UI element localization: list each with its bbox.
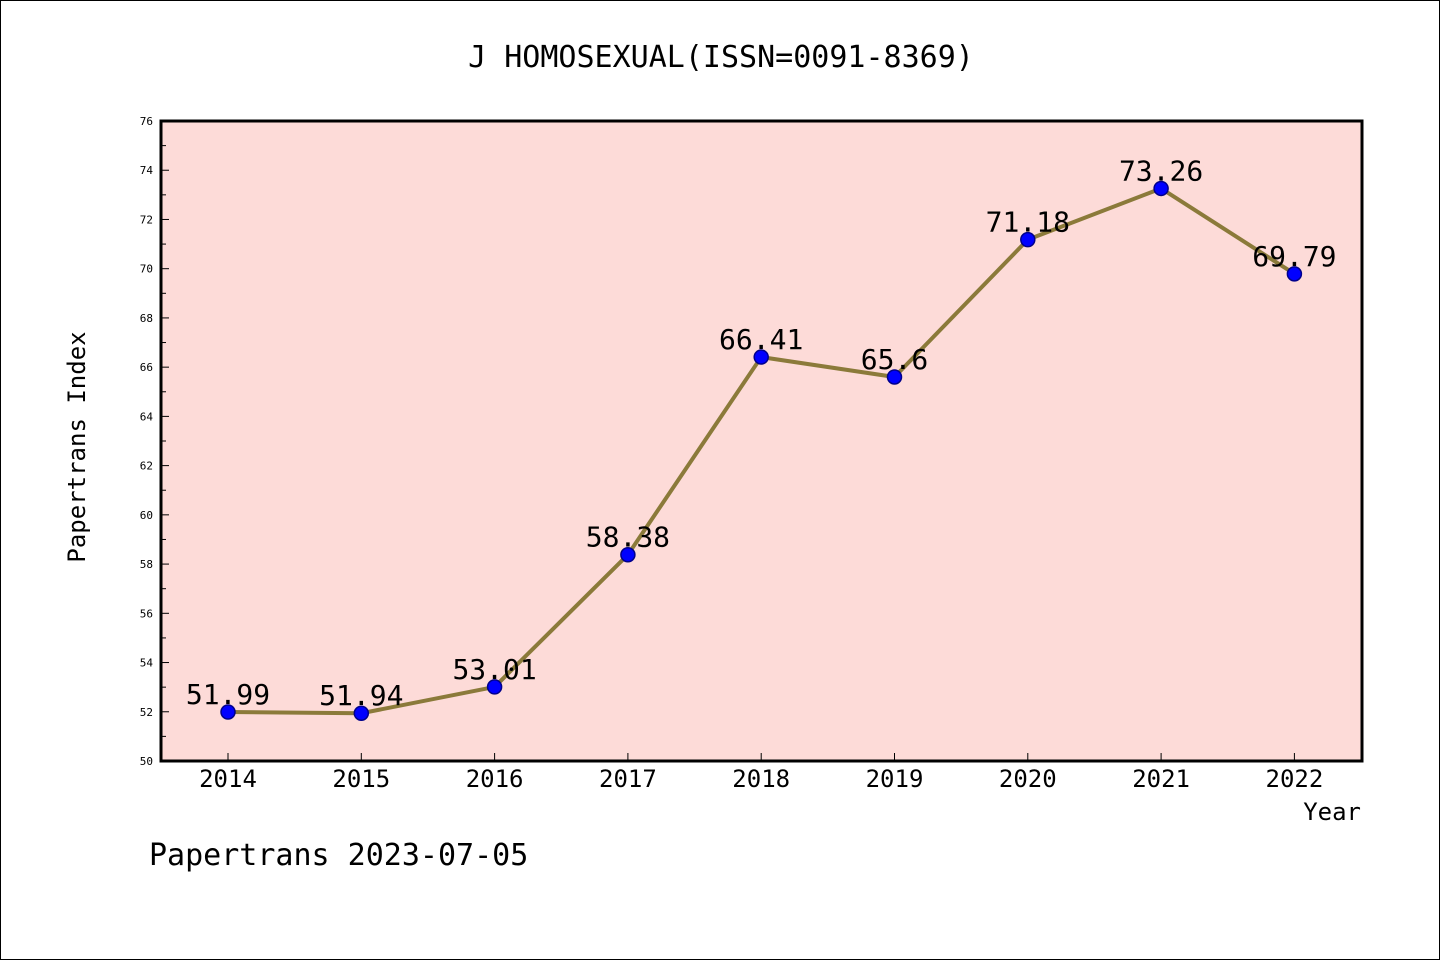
y-tick-label: 74 — [140, 164, 154, 177]
y-tick-label: 50 — [140, 755, 153, 768]
x-tick-label: 2021 — [1132, 765, 1190, 793]
y-tick-label: 58 — [140, 558, 153, 571]
data-label: 58.38 — [586, 521, 670, 554]
data-markers — [220, 180, 1303, 721]
plot-area — [161, 121, 1362, 761]
data-point — [1153, 180, 1169, 197]
data-label: 53.01 — [452, 653, 536, 686]
y-tick-label: 52 — [140, 706, 153, 719]
x-tick-label: 2022 — [1266, 765, 1324, 793]
data-label: 51.94 — [319, 679, 403, 712]
data-point — [220, 704, 236, 720]
data-label: 51.99 — [186, 678, 270, 711]
x-tick-label: 2020 — [999, 765, 1057, 793]
footer-watermark: Papertrans 2023-07-05 — [149, 838, 528, 873]
x-tick-label: 2014 — [199, 765, 257, 793]
x-tick-label: 2017 — [599, 765, 657, 793]
axis-ticks: 50 52 54 56 58 60 62 64 66 68 70 72 74 76 2014 2015 2016… — [140, 115, 1324, 793]
y-axis-label: Papertrans Index — [63, 331, 91, 562]
x-tick-label: 2018 — [732, 765, 790, 793]
y-tick-label: 64 — [140, 410, 154, 423]
x-tick-label: 2016 — [466, 765, 524, 793]
x-axis-label: Year — [1303, 798, 1361, 826]
data-labels: 51.99 51.94 53.01 58.38 66.41 65.6 71.18 73.26 6… — [186, 154, 1337, 712]
y-tick-label: 54 — [140, 657, 154, 670]
x-tick-label: 2015 — [332, 765, 390, 793]
y-tick-label: 60 — [140, 509, 153, 522]
y-tick-label: 70 — [140, 263, 153, 276]
data-label: 66.41 — [719, 323, 803, 356]
y-tick-label: 66 — [140, 361, 153, 374]
data-point — [1020, 231, 1036, 248]
data-point — [620, 546, 636, 563]
data-label: 69.79 — [1252, 240, 1336, 273]
data-label: 65.6 — [861, 343, 928, 376]
plot-border — [159, 119, 1364, 763]
y-tick-label: 72 — [140, 213, 153, 226]
y-tick-label: 68 — [140, 312, 153, 325]
y-tick-label: 76 — [140, 115, 153, 128]
x-tick-label: 2019 — [866, 765, 924, 793]
y-tick-label: 56 — [140, 607, 153, 620]
chart-title: J HOMOSEXUAL(ISSN=0091-8369) — [468, 40, 974, 75]
data-label: 71.18 — [986, 206, 1070, 239]
y-tick-label: 62 — [140, 460, 153, 473]
data-label: 73.26 — [1119, 154, 1203, 187]
data-point — [486, 679, 503, 695]
data-point — [753, 349, 769, 365]
data-point — [886, 369, 903, 385]
data-point — [1286, 266, 1303, 282]
data-point — [353, 705, 370, 721]
